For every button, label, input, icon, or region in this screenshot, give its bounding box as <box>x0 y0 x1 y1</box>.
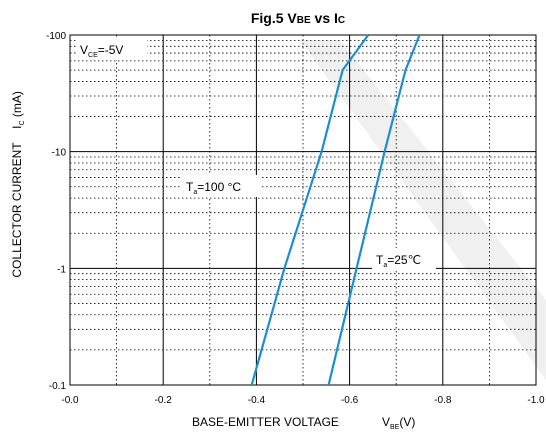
series-line-1 <box>327 34 421 386</box>
x-tick-label: -0.4 <box>248 395 266 406</box>
y-axis-unit: IC (mA) <box>10 91 26 129</box>
y-axis-label: COLLECTOR CURRENT <box>10 142 24 278</box>
x-tick-label: -0.2 <box>155 395 173 406</box>
x-axis-label: BASE-EMITTER VOLTAGE <box>192 415 339 429</box>
x-tick-label: -0.6 <box>341 395 359 406</box>
y-tick-labels: -0.1 -1 -10 -100 <box>46 31 66 392</box>
svg-text:VCE=-5V: VCE=-5V <box>80 43 123 59</box>
y-tick-label: -1 <box>57 264 66 275</box>
y-tick-label: -10 <box>52 148 67 159</box>
chart-title: Fig.5 VBE vs IC <box>251 10 345 26</box>
watermark <box>300 40 546 380</box>
x-tick-labels: -0.0 -0.2 -0.4 -0.6 -0.8 -1.0 <box>61 395 545 406</box>
series-line-0 <box>250 34 370 386</box>
grid <box>70 35 536 385</box>
y-tick-label: -100 <box>46 31 66 42</box>
x-tick-label: -1.0 <box>527 395 545 406</box>
vce-annotation: VCE=-5V <box>77 38 147 60</box>
plot-frame <box>69 34 537 386</box>
curves <box>250 34 421 386</box>
x-axis-unit: VBE(V) <box>382 415 415 431</box>
series-label-25c: Ta=25℃ <box>372 248 436 270</box>
y-tick-label: -0.1 <box>49 381 67 392</box>
x-tick-label: -0.8 <box>434 395 452 406</box>
series-label-100c: Ta=100 °C <box>180 175 262 197</box>
svg-text:Ta=100 °C: Ta=100 °C <box>186 180 241 196</box>
x-tick-label: -0.0 <box>61 395 79 406</box>
svg-text:Ta=25℃: Ta=25℃ <box>376 253 421 269</box>
